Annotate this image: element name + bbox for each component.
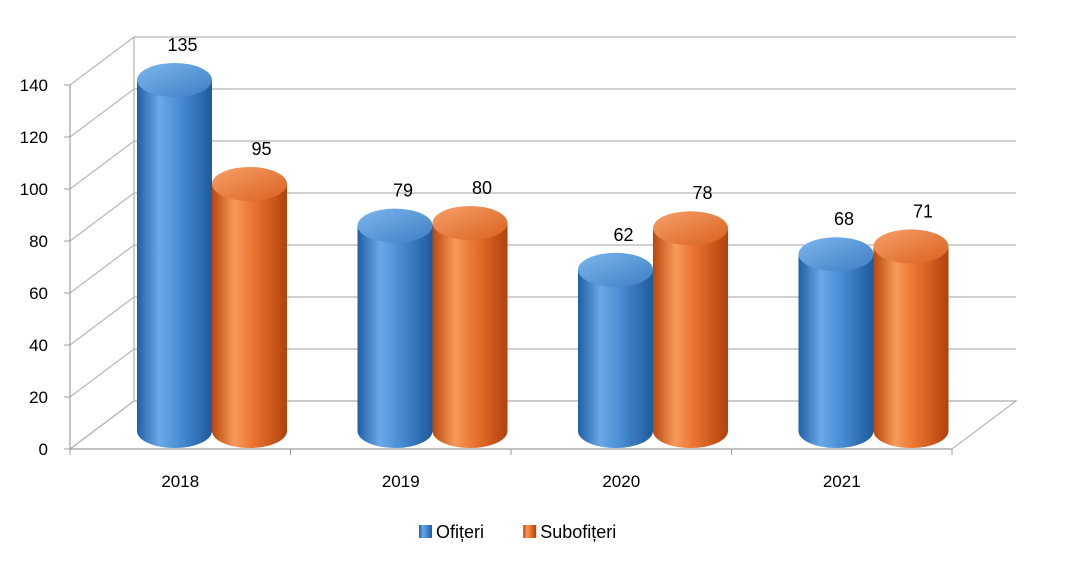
gridline-side <box>69 36 135 86</box>
bar-body <box>798 254 874 448</box>
bar-body <box>432 223 508 448</box>
x-tick-label: 2020 <box>602 472 640 491</box>
bar-top <box>432 206 508 240</box>
floor-outline <box>69 400 1018 450</box>
y-tick-label: 100 <box>20 180 48 199</box>
data-label: 95 <box>251 139 271 159</box>
bar-top <box>798 237 874 272</box>
bar-top <box>653 211 728 246</box>
y-tick-label: 80 <box>29 232 48 251</box>
y-tick-label: 0 <box>39 440 48 459</box>
bar-body <box>653 228 728 448</box>
bar-top <box>578 252 653 287</box>
data-label: 80 <box>472 178 492 198</box>
y-tick-label: 140 <box>20 76 48 95</box>
legend-item: Ofițeri <box>419 522 484 542</box>
bars <box>137 63 949 448</box>
bar <box>653 211 728 448</box>
legend: Ofițeri Subofițeri <box>419 522 616 542</box>
bar-top <box>873 229 949 264</box>
bar <box>578 252 653 448</box>
bar-body <box>357 225 433 448</box>
bar <box>432 206 508 448</box>
legend-item: Subofițeri <box>523 522 616 542</box>
y-tick-label: 60 <box>29 284 48 303</box>
data-label: 68 <box>834 209 854 229</box>
data-label: 62 <box>613 225 633 245</box>
x-tick-label: 2021 <box>823 472 861 491</box>
data-label: 78 <box>692 183 712 203</box>
bar-top <box>212 167 287 201</box>
x-tick-label: 2019 <box>382 472 420 491</box>
legend-swatch <box>419 525 432 538</box>
gridline-side <box>69 348 135 398</box>
bar-body <box>212 184 287 448</box>
legend-swatch <box>523 525 537 538</box>
bar-body <box>873 246 949 448</box>
y-tick-label: 120 <box>20 128 48 147</box>
bar-body <box>137 80 212 448</box>
data-labels: 135 79 62 68 95 80 78 71 <box>167 35 933 245</box>
data-label: 71 <box>913 201 933 221</box>
gridline-side <box>69 244 135 294</box>
bar <box>137 63 212 448</box>
x-tick-label: 2018 <box>161 472 199 491</box>
gridline-side <box>69 296 135 346</box>
bar <box>212 167 287 448</box>
bar-body <box>578 269 653 448</box>
gridline-side <box>69 192 135 242</box>
bar-top <box>357 208 433 243</box>
legend-label: Subofițeri <box>540 522 616 542</box>
data-label: 79 <box>393 181 413 201</box>
gridline-side <box>69 88 135 138</box>
data-label: 135 <box>167 35 197 55</box>
bar <box>873 229 949 448</box>
gridline-side <box>69 140 135 190</box>
bar-top <box>137 63 212 97</box>
y-tick-label: 40 <box>29 336 48 355</box>
axes: 0 20 40 60 80 100 120 140 2018 2019 2020 2021 <box>20 76 953 491</box>
bar <box>357 208 433 448</box>
legend-label: Ofițeri <box>436 522 484 542</box>
y-tick-label: 20 <box>29 388 48 407</box>
bar <box>798 237 874 448</box>
